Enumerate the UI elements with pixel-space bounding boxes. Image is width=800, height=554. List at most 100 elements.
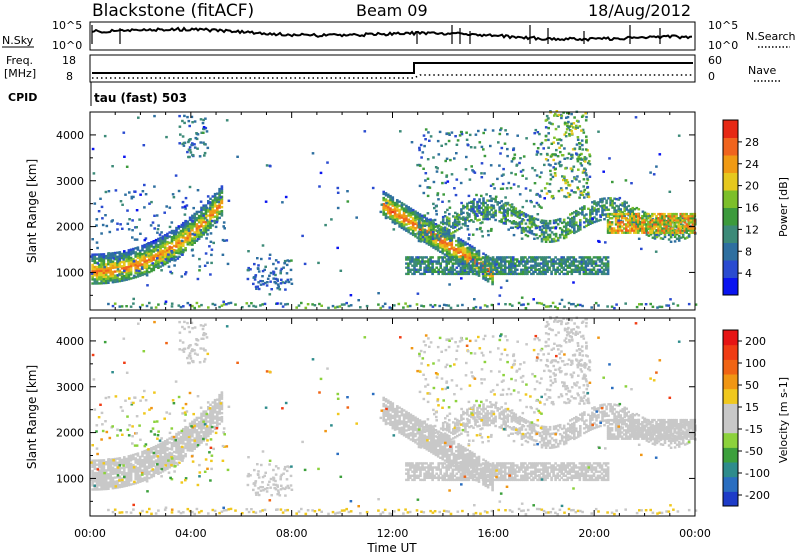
heatmap-cell [148,266,151,270]
heatmap-cell [482,260,485,264]
heatmap-cell [586,272,590,276]
heatmap-cell [202,426,205,430]
heatmap-cell [524,233,528,237]
heatmap-cell [427,243,431,246]
heatmap-cell [570,262,574,265]
heatmap-cell [400,222,404,225]
heatmap-cell [657,219,660,222]
heatmap-cell [409,211,413,215]
heatmap-cell [268,293,272,296]
heatmap-cell [150,449,153,452]
heatmap-cell [454,230,457,233]
heatmap-cell [445,246,449,249]
heatmap-cell [143,458,146,461]
heatmap-cell [538,132,541,136]
heatmap-cell [526,272,529,276]
heatmap-cell [220,420,224,423]
heatmap-cell [129,265,133,268]
heatmap-cell [211,413,215,417]
heatmap-cell [152,258,156,261]
heatmap-cell [663,231,666,234]
heatmap-cell [482,131,485,135]
heatmap-cell [532,256,535,259]
heatmap-cell [154,261,158,264]
heatmap-cell [216,425,219,428]
heatmap-cell [446,208,449,212]
heatmap-cell [521,168,525,172]
heatmap-cell [675,225,678,228]
heatmap-cell [524,256,527,259]
heatmap-cell [445,266,448,269]
heatmap-cell [118,271,122,275]
heatmap-cell [518,209,522,213]
heatmap-cell [391,202,395,205]
heatmap-cell [470,206,474,209]
heatmap-cell [150,306,153,309]
heatmap-cell [398,223,401,226]
heatmap-cell [566,258,569,261]
heatmap-cell [111,272,115,276]
heatmap-cell [491,262,495,265]
heatmap-cell [433,237,437,240]
heatmap-cell [109,462,112,465]
heatmap-cell [193,418,196,422]
heatmap-cell [427,219,431,223]
heatmap-cell [452,224,455,227]
heatmap-cell [635,229,638,232]
heatmap-cell [499,268,503,271]
heatmap-cell [91,270,94,273]
heatmap-cell [454,218,457,221]
heatmap-cell [150,473,153,477]
heatmap-cell [186,440,190,444]
heatmap-cell [637,223,640,226]
heatmap-cell [570,153,573,157]
heatmap-cell [134,459,137,462]
heatmap-cell [164,300,168,303]
heatmap-cell [166,438,169,442]
heatmap-cell [687,227,690,230]
heatmap-cell [150,263,153,267]
heatmap-cell [484,206,487,209]
power-y-label: Slant Range [km] [25,159,39,263]
heatmap-cell [213,421,217,424]
heatmap-cell [125,253,128,257]
heatmap-cell [141,469,144,472]
heatmap-cell [604,241,607,244]
heatmap-cell [647,212,650,216]
heatmap-cell [461,266,465,269]
heatmap-cell [458,216,461,219]
heatmap-cell [538,175,542,179]
heatmap-cell [542,147,545,150]
heatmap-cell [651,231,654,234]
heatmap-cell [560,154,564,157]
heatmap-cell [439,250,442,253]
heatmap-cell [494,200,497,203]
heatmap-cell [152,254,156,257]
heatmap-cell [580,266,584,269]
heatmap-cell [455,272,459,276]
heatmap-cell [157,472,160,475]
heatmap-cell [649,223,652,226]
heatmap-cell [168,453,171,457]
heatmap-cell [132,482,135,486]
heatmap-cell [168,457,171,461]
heatmap-cell [587,195,591,199]
heatmap-cell [461,258,465,261]
heatmap-cell [170,302,174,305]
heatmap-cell [568,256,572,259]
heatmap-cell [491,282,494,286]
heatmap-cell [431,233,435,236]
heatmap-cell [166,240,169,244]
heatmap-cell [195,429,199,432]
heatmap-cell [93,488,97,491]
heatmap-cell [548,236,552,239]
heatmap-cell [546,222,550,225]
heatmap-cell [493,262,497,265]
heatmap-cell [649,225,652,228]
heatmap-cell [486,213,489,216]
heatmap-cell [460,208,463,211]
heatmap-cell [204,214,208,217]
heatmap-cell [213,398,217,402]
heatmap-cell [594,301,598,305]
heatmap-cell [177,456,181,459]
